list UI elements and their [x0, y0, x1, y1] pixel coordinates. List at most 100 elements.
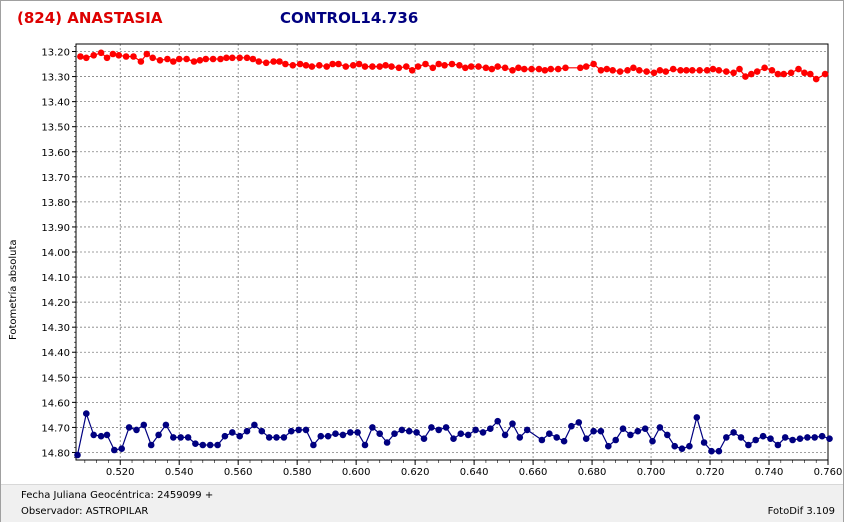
control-data-point	[546, 430, 553, 438]
control-data-point	[118, 445, 125, 453]
asteroid-data-point	[97, 49, 105, 57]
asteroid-data-point	[170, 58, 177, 65]
control-data-point	[413, 429, 420, 436]
y-tick-label: 14.80	[41, 448, 70, 459]
control-data-point	[523, 426, 531, 434]
x-tick-label: 0.720	[696, 467, 725, 478]
asteroid-data-point	[388, 63, 395, 70]
control-data-point	[405, 427, 413, 435]
asteroid-data-point	[494, 63, 502, 70]
control-data-point	[700, 439, 708, 446]
asteroid-data-point	[255, 58, 263, 65]
asteroid-data-point	[349, 62, 357, 69]
observer-label: Observador: ASTROPILAR	[21, 506, 149, 517]
control-data-point	[111, 446, 118, 454]
asteroid-data-point	[683, 67, 690, 74]
control-data-point	[391, 430, 398, 438]
control-data-point	[627, 431, 634, 439]
asteroid-data-point	[807, 70, 814, 78]
x-tick-label: 0.520	[106, 467, 135, 478]
control-data-point	[133, 426, 140, 434]
control-data-point	[442, 424, 450, 431]
asteroid-data-point	[609, 67, 616, 74]
x-tick-label: 0.740	[755, 467, 784, 478]
control-data-point	[568, 422, 575, 430]
asteroid-data-point	[156, 57, 164, 64]
control-data-point	[737, 434, 745, 441]
asteroid-data-point	[723, 68, 730, 75]
asteroid-data-point	[262, 59, 270, 67]
asteroid-data-point	[77, 53, 84, 60]
control-data-point	[206, 441, 214, 449]
status-footer: Fecha Juliana Geocéntrica: 2459099 + Obs…	[1, 484, 843, 522]
control-data-point	[310, 441, 317, 449]
asteroid-title: (824) ANASTASIA	[17, 9, 163, 27]
asteroid-data-point	[190, 58, 198, 65]
asteroid-data-point	[630, 64, 637, 72]
control-data-point	[715, 447, 723, 455]
x-tick-label: 0.540	[165, 467, 194, 478]
control-data-point	[192, 440, 199, 448]
asteroid-data-point	[382, 62, 389, 69]
asteroid-data-point	[643, 68, 650, 75]
y-tick-label: 14.10	[41, 273, 70, 284]
control-data-point	[339, 431, 347, 439]
control-data-point	[162, 421, 170, 429]
software-version-label: FotoDif 3.109	[767, 506, 835, 517]
control-data-point	[641, 425, 649, 433]
asteroid-data-point	[577, 64, 584, 72]
control-data-point	[398, 426, 406, 434]
x-tick-label: 0.620	[401, 467, 430, 478]
asteroid-data-point	[137, 58, 145, 65]
asteroid-data-point	[209, 55, 217, 63]
asteroid-data-point	[812, 75, 820, 83]
asteroid-data-point	[662, 68, 670, 75]
control-data-point	[361, 441, 369, 449]
control-data-point	[708, 447, 715, 455]
control-data-point	[280, 434, 288, 441]
asteroid-data-point	[342, 63, 350, 70]
control-data-point	[575, 419, 583, 426]
asteroid-data-point	[143, 50, 151, 58]
control-data-point	[560, 437, 568, 445]
asteroid-data-point	[554, 65, 562, 73]
asteroid-data-point	[715, 67, 723, 74]
y-tick-label: 13.80	[41, 198, 70, 209]
julian-date-label: Fecha Juliana Geocéntrica: 2459099 +	[21, 490, 214, 501]
control-data-point	[229, 429, 236, 436]
asteroid-data-point	[456, 62, 463, 69]
asteroid-data-point	[316, 62, 323, 69]
control-data-point	[472, 426, 479, 434]
control-data-point	[590, 427, 597, 435]
y-tick-label: 13.30	[41, 73, 70, 84]
asteroid-data-point	[677, 67, 684, 74]
asteroid-data-point	[482, 64, 490, 72]
asteroid-data-point	[795, 65, 802, 73]
asteroid-data-point	[236, 54, 243, 62]
asteroid-data-point	[329, 60, 336, 68]
control-data-point	[686, 442, 693, 450]
asteroid-data-point	[270, 58, 277, 65]
control-data-point	[619, 425, 627, 433]
asteroid-data-point	[369, 63, 376, 70]
control-data-point	[656, 424, 664, 431]
control-data-point	[140, 421, 148, 429]
y-tick-label: 14.70	[41, 423, 70, 434]
asteroid-data-point	[475, 63, 482, 70]
asteroid-data-point	[429, 64, 437, 72]
control-data-point	[693, 414, 701, 421]
asteroid-data-point	[335, 60, 342, 68]
control-data-point	[383, 439, 391, 446]
control-data-point	[97, 432, 105, 440]
control-data-point	[553, 434, 560, 441]
x-tick-label: 0.680	[578, 467, 607, 478]
asteroid-data-point	[448, 60, 456, 68]
y-tick-label: 13.70	[41, 173, 70, 184]
control-data-point	[516, 434, 524, 441]
y-tick-label: 13.90	[41, 223, 70, 234]
asteroid-data-point	[196, 57, 204, 64]
asteroid-data-point	[296, 60, 304, 68]
control-data-point	[155, 431, 162, 439]
asteroid-data-point	[780, 70, 788, 78]
asteroid-data-point	[787, 69, 795, 77]
